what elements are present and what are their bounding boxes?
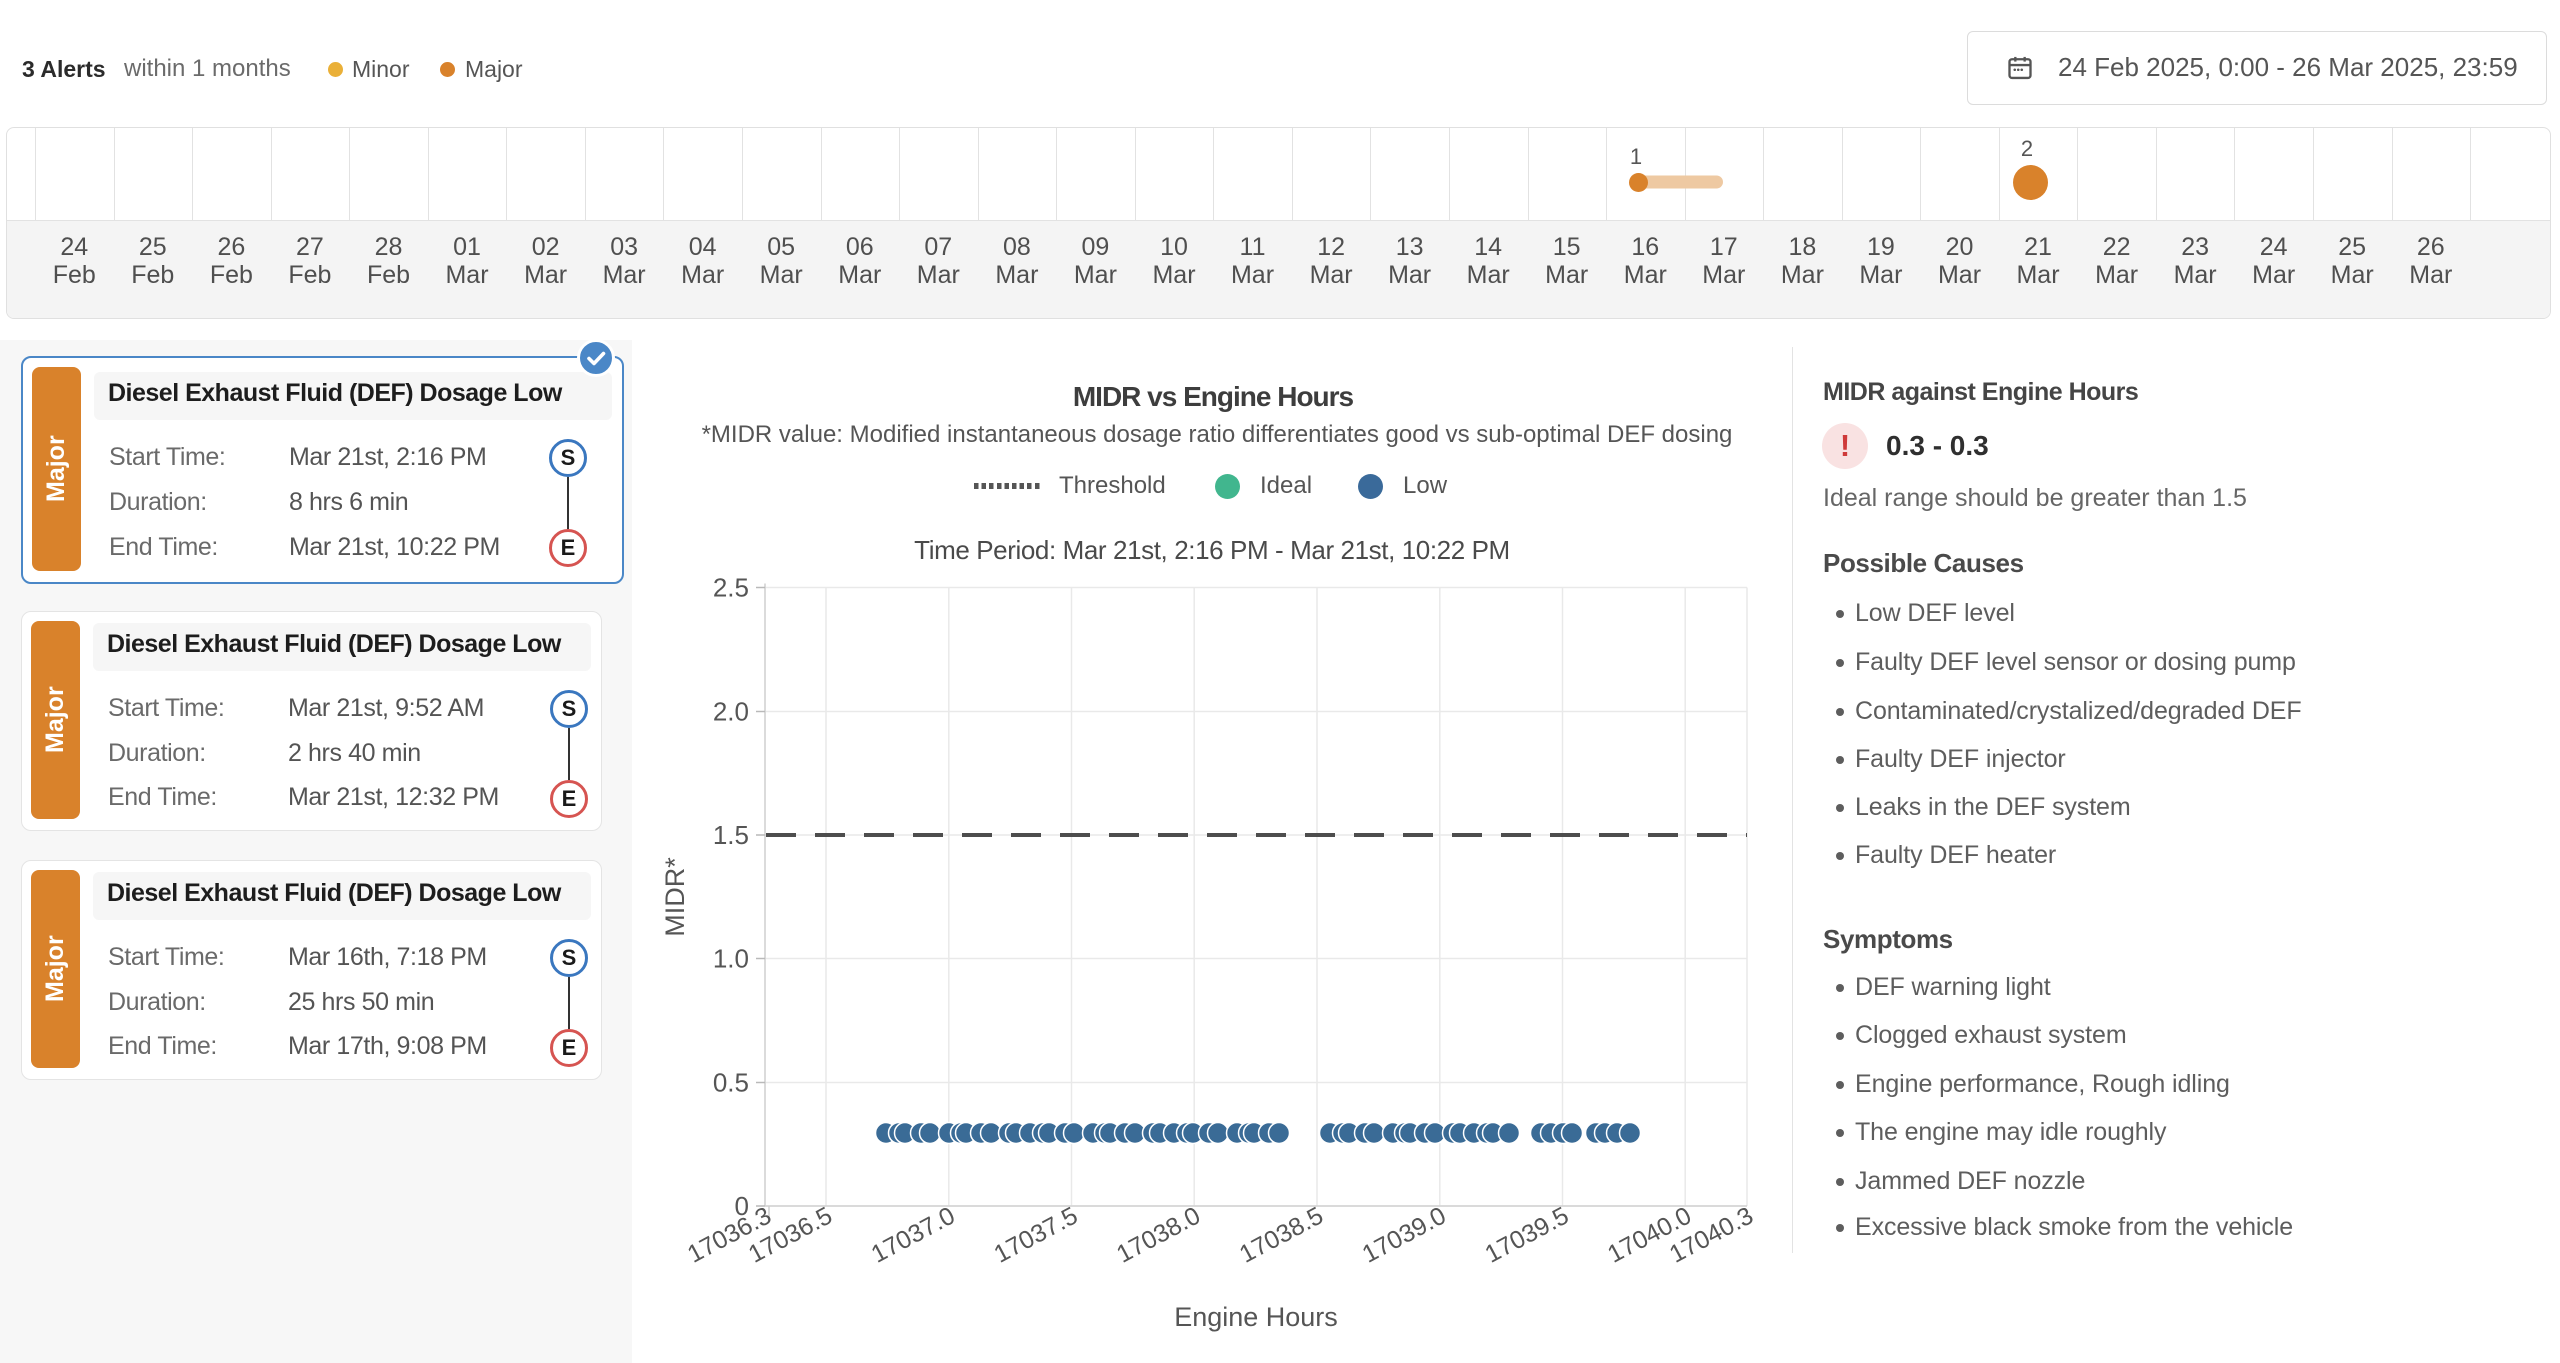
svg-text:MIDR*: MIDR* (660, 857, 690, 937)
svg-text:17037.0: 17037.0 (867, 1202, 960, 1269)
svg-text:2.5: 2.5 (713, 573, 749, 603)
svg-text:0: 0 (735, 1191, 749, 1221)
svg-text:17037.5: 17037.5 (989, 1202, 1082, 1269)
svg-text:0.5: 0.5 (713, 1068, 749, 1098)
svg-text:Engine Hours: Engine Hours (1174, 1302, 1338, 1332)
svg-text:1.5: 1.5 (713, 820, 749, 850)
svg-text:17039.0: 17039.0 (1358, 1202, 1451, 1269)
svg-text:17039.5: 17039.5 (1480, 1202, 1573, 1269)
svg-text:1.0: 1.0 (713, 944, 749, 974)
svg-text:17038.5: 17038.5 (1235, 1202, 1328, 1269)
svg-text:2.0: 2.0 (713, 697, 749, 727)
svg-text:17038.0: 17038.0 (1112, 1202, 1205, 1269)
